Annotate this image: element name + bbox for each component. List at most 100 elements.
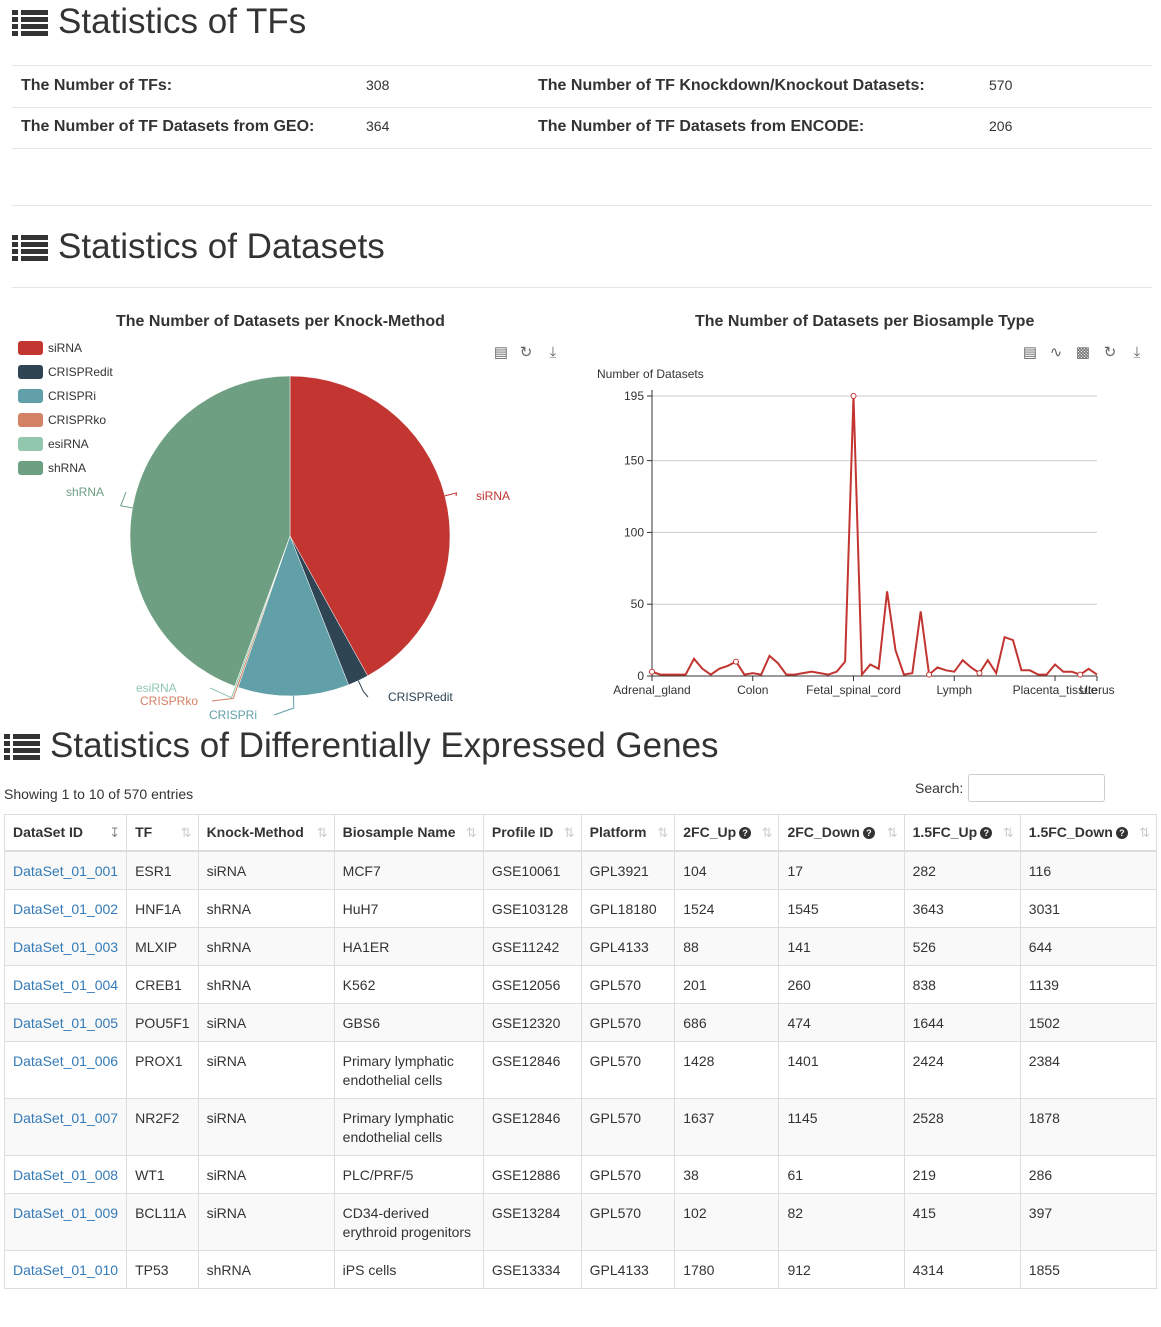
column-header-tf[interactable]: TF ⇅ — [126, 814, 199, 852]
table-cell: 686 — [674, 1002, 780, 1042]
dataset-link[interactable]: DataSet_01_006 — [13, 1052, 119, 1069]
table-cell: 1780 — [674, 1249, 780, 1289]
pie-slice-sirna[interactable] — [289, 375, 451, 677]
table-cell: GPL4133 — [580, 1249, 676, 1289]
pie-leader-line — [120, 491, 133, 509]
download-icon[interactable]: ⤓ — [549, 343, 557, 361]
table-cell: GPL570 — [580, 1002, 676, 1042]
dataset-link[interactable]: DataSet_01_007 — [13, 1109, 119, 1126]
table-info: Showing 1 to 10 of 570 entries — [4, 786, 194, 802]
table-cell: GPL570 — [580, 1192, 676, 1251]
table-row: DataSet_01_002 HNF1A shRNA HuH7 GSE103128 GPL… — [3, 888, 1158, 928]
stat-value-tfs: 308 — [366, 77, 390, 93]
pie-slice-crispri[interactable] — [237, 535, 349, 697]
table-cell: 4314 — [903, 1249, 1021, 1289]
help-icon[interactable]: ? — [739, 827, 752, 840]
table-cell: 88 — [674, 926, 780, 966]
table-cell: 3643 — [903, 888, 1021, 928]
line-series — [651, 395, 1098, 678]
line-point[interactable] — [649, 668, 655, 675]
table-cell: GSE11242 — [482, 926, 582, 966]
line-point[interactable] — [926, 671, 933, 678]
table-cell: siRNA — [197, 1040, 335, 1099]
deg-stats-title: Statistics of Differentially Expressed G… — [50, 726, 719, 765]
table-cell: GPL4133 — [580, 926, 676, 966]
column-header-dataset-id[interactable]: DataSet ID ↧ — [3, 814, 128, 852]
dataset-link[interactable]: DataSet_01_001 — [13, 862, 119, 879]
column-header-label: 1.5FC_Down — [1028, 824, 1113, 841]
legend-item-crisprko[interactable]: CRISPRko — [18, 413, 106, 427]
pie-chart-title: The Number of Datasets per Knock-Method — [116, 313, 445, 330]
download-icon[interactable]: ⤓ — [1133, 343, 1141, 361]
column-header-2fc-up[interactable]: 2FC_Up? ⇅ — [674, 814, 780, 852]
dataset-link[interactable]: DataSet_01_009 — [13, 1204, 119, 1221]
help-icon[interactable]: ? — [980, 827, 993, 840]
column-header-2fc-down[interactable]: 2FC_Down? ⇅ — [778, 814, 905, 852]
table-cell: 17 — [778, 850, 905, 890]
column-header-profile-id[interactable]: Profile ID ⇅ — [482, 814, 582, 852]
line-switch-icon[interactable]: ∿ — [1049, 344, 1063, 361]
table-cell: GSE10061 — [482, 850, 582, 890]
dataset-link[interactable]: DataSet_01_010 — [13, 1261, 119, 1278]
dataset-link[interactable]: DataSet_01_008 — [13, 1166, 119, 1183]
stat-label-encode: The Number of TF Datasets from ENCODE: — [538, 118, 865, 135]
list-icon — [4, 732, 40, 760]
search-input[interactable] — [968, 774, 1105, 802]
dataset-link[interactable]: DataSet_01_002 — [13, 900, 119, 917]
legend-item-crispredit[interactable]: CRISPRedit — [18, 365, 113, 379]
line-point[interactable] — [850, 393, 857, 399]
table-cell: 526 — [903, 926, 1021, 966]
column-header-1-5fc-down[interactable]: 1.5FC_Down? ⇅ — [1019, 814, 1158, 852]
column-header-label: 2FC_Up — [683, 824, 737, 841]
table-cell: siRNA — [197, 1154, 335, 1194]
column-header-biosample-name[interactable]: Biosample Name ⇅ — [333, 814, 484, 852]
table-cell: HA1ER — [333, 926, 484, 966]
pie-slice-shrna[interactable] — [129, 375, 291, 687]
refresh-icon[interactable]: ↻ — [1103, 344, 1117, 361]
table-cell: 1139 — [1019, 964, 1158, 1004]
dataset-link[interactable]: DataSet_01_003 — [13, 938, 119, 955]
pie-label-shrna: shRNA — [66, 485, 105, 499]
deg-stats-heading: Statistics of Differentially Expressed G… — [4, 728, 719, 763]
legend-label: CRISPRi — [48, 389, 97, 403]
sort-icon: ⇅ — [761, 825, 773, 840]
data-view-icon[interactable]: ▤ — [1022, 344, 1038, 361]
table-cell: GBS6 — [333, 1002, 484, 1042]
dataset-link[interactable]: DataSet_01_005 — [13, 1014, 119, 1031]
table-cell: GSE13334 — [482, 1249, 582, 1289]
legend-item-shrna[interactable]: shRNA — [18, 461, 86, 475]
line-point[interactable] — [976, 670, 983, 677]
line-point[interactable] — [732, 658, 739, 665]
data-view-icon[interactable]: ▤ — [493, 344, 509, 361]
legend-item-sirna[interactable]: siRNA — [18, 341, 82, 355]
x-tick-label: Fetal_spinal_cord — [806, 683, 901, 697]
column-header-platform[interactable]: Platform ⇅ — [580, 814, 676, 852]
table-cell: 104 — [674, 850, 780, 890]
sort-icon: ⇅ — [886, 825, 898, 840]
column-header-label: 1.5FC_Up — [912, 824, 978, 841]
stat-value-encode: 206 — [989, 118, 1013, 134]
divider — [12, 65, 1152, 66]
table-cell: 397 — [1019, 1192, 1158, 1251]
column-header-1-5fc-up[interactable]: 1.5FC_Up? ⇅ — [903, 814, 1021, 852]
legend-item-esirna[interactable]: esiRNA — [18, 437, 89, 451]
table-cell: GPL570 — [580, 1097, 676, 1156]
table-cell: Primary lymphatic endothelial cells — [333, 1040, 484, 1099]
refresh-icon[interactable]: ↻ — [519, 344, 533, 361]
sort-desc-icon: ↧ — [109, 825, 121, 840]
table-cell: GPL3921 — [580, 850, 676, 890]
x-tick-label: Lymph — [936, 683, 972, 697]
table-cell: shRNA — [197, 926, 335, 966]
line-point[interactable] — [1077, 671, 1084, 678]
pie-chart — [120, 375, 458, 716]
help-icon[interactable]: ? — [1115, 827, 1128, 840]
column-header-knock-method[interactable]: Knock-Method ⇅ — [197, 814, 335, 852]
table-cell: siRNA — [197, 1002, 335, 1042]
table-cell: 1524 — [674, 888, 780, 928]
legend-item-crispri[interactable]: CRISPRi — [18, 389, 96, 403]
table-cell: shRNA — [197, 888, 335, 928]
sort-icon: ⇅ — [465, 825, 477, 840]
dataset-link[interactable]: DataSet_01_004 — [13, 976, 119, 993]
help-icon[interactable]: ? — [862, 827, 875, 840]
bar-switch-icon[interactable]: ▩ — [1075, 344, 1091, 361]
